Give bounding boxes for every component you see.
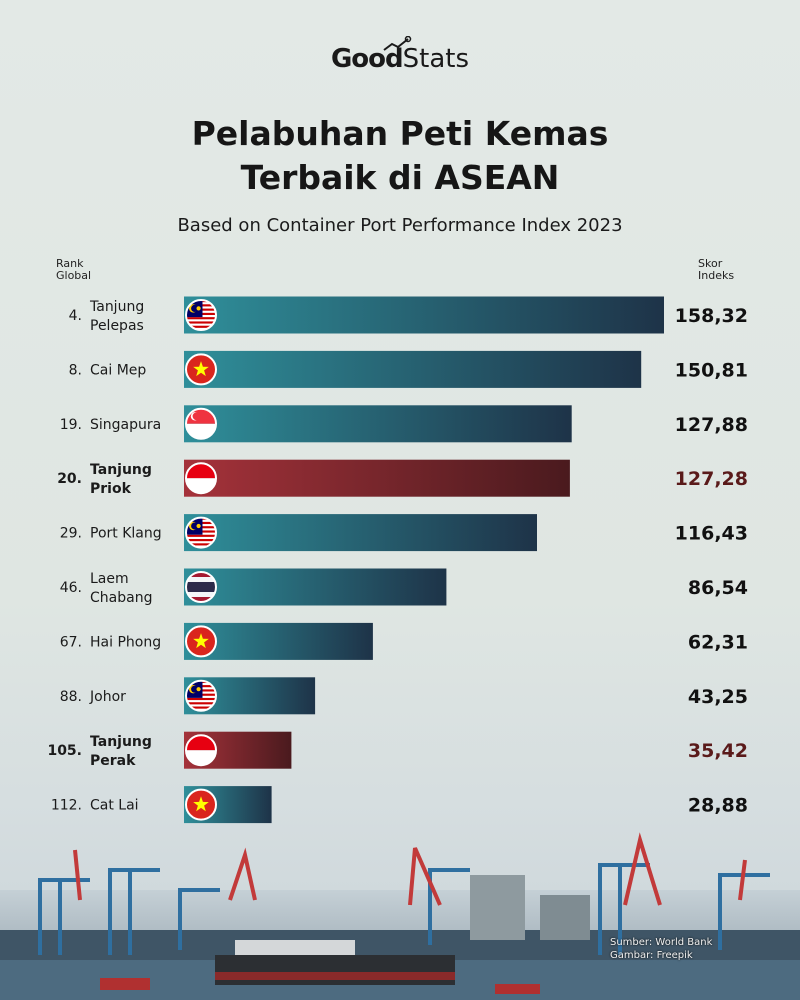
vietnam-flag-icon — [185, 788, 217, 821]
chart-subtitle: Based on Container Port Performance Inde… — [177, 215, 623, 236]
rank-label: 112. — [51, 798, 82, 814]
rank-label: 19. — [60, 417, 82, 433]
bar — [184, 514, 537, 552]
goodstats-logo: GoodStats — [0, 36, 800, 74]
bar-row: 20. Tanjung Priok 127,28 — [57, 459, 748, 497]
logo-stats-text: Stats — [402, 44, 470, 74]
score-header-line-1: Skor — [698, 257, 723, 270]
malaysia-flag-icon — [185, 299, 217, 331]
bar-row: 67. Hai Phong 62,31 — [60, 622, 748, 660]
bar-row: 4. Tanjung Pelepas 158,32 — [69, 296, 748, 334]
vietnam-flag-icon — [185, 625, 217, 658]
singapore-flag-icon — [185, 407, 217, 440]
rank-label: 88. — [60, 689, 82, 705]
rank-label: 67. — [60, 634, 82, 650]
bar-row: 29. Port Klang 116,43 — [60, 514, 748, 552]
value-label: 43,25 — [688, 686, 748, 708]
image-credit-text: Gambar: Freepik — [610, 950, 693, 961]
rank-label: 8. — [69, 362, 82, 378]
bar-row: 88. Johor 43,25 — [60, 677, 748, 715]
bar-row: 105. Tanjung Perak 35,42 — [47, 731, 748, 769]
value-label: 62,31 — [688, 631, 748, 653]
port-name-label: Cat Lai — [90, 798, 139, 814]
malaysia-flag-icon — [185, 516, 217, 549]
vietnam-flag-icon — [185, 353, 217, 386]
bar-row: 8. Cai Mep 150,81 — [69, 350, 748, 388]
rank-label: 105. — [47, 743, 82, 759]
port-name-label: Johor — [89, 689, 126, 705]
value-label: 35,42 — [688, 740, 748, 762]
title-line-1: Pelabuhan Peti Kemas — [191, 114, 609, 153]
bar — [184, 568, 447, 606]
rank-label: 20. — [57, 471, 82, 487]
logo-trend-icon — [383, 36, 412, 51]
logo-good-text: Good — [330, 44, 404, 74]
bar — [184, 296, 664, 334]
bar-row: 46. Laem Chabang 86,54 — [60, 568, 748, 606]
rank-header-line-1: Rank — [56, 257, 84, 270]
bar — [184, 405, 572, 443]
title-line-2: Terbaik di ASEAN — [240, 158, 560, 197]
port-name-label: Cai Mep — [90, 362, 146, 378]
port-background-illustration — [0, 832, 800, 1000]
rank-label: 46. — [60, 580, 82, 596]
score-column-header: Skor Indeks — [698, 258, 734, 282]
rank-label: 4. — [69, 308, 82, 324]
port-name-label: Laem Chabang — [90, 571, 152, 606]
value-label: 28,88 — [688, 795, 748, 817]
bars-group: 4. Tanjung Pelepas 158,32 8. Cai Mep 150,81 19.… — [47, 296, 748, 824]
port-name-label: Singapura — [90, 417, 161, 433]
score-header-line-2: Indeks — [698, 269, 735, 282]
port-name-label: Tanjung Perak — [90, 734, 152, 769]
bar-row: 19. Singapura 127,88 — [60, 405, 748, 443]
source-text: Sumber: World Bank — [610, 937, 713, 948]
bar — [184, 459, 570, 497]
rank-header-line-2: Global — [56, 269, 92, 282]
chart-title: Pelabuhan Peti Kemas Terbaik di ASEAN — [0, 112, 800, 200]
port-name-label: Hai Phong — [90, 634, 161, 650]
source-footer: Sumber: World Bank Gambar: Freepik — [610, 936, 712, 962]
port-name-label: Port Klang — [90, 526, 162, 542]
thailand-flag-icon — [185, 571, 217, 603]
bar — [184, 350, 642, 388]
value-label: 158,32 — [675, 305, 748, 327]
value-label: 127,88 — [675, 414, 748, 436]
value-label: 150,81 — [675, 359, 748, 381]
port-name-label: Tanjung Pelepas — [89, 299, 144, 334]
value-label: 116,43 — [675, 523, 748, 545]
rank-label: 29. — [60, 526, 82, 542]
bar-row: 112. Cat Lai 28,88 — [51, 786, 748, 824]
indonesia-flag-icon — [185, 734, 217, 767]
rank-column-header: Rank Global — [56, 258, 91, 282]
value-label: 127,28 — [675, 468, 748, 490]
port-name-label: Tanjung Priok — [90, 462, 152, 497]
indonesia-flag-icon — [185, 462, 217, 495]
value-label: 86,54 — [688, 577, 748, 599]
malaysia-flag-icon — [185, 679, 217, 712]
